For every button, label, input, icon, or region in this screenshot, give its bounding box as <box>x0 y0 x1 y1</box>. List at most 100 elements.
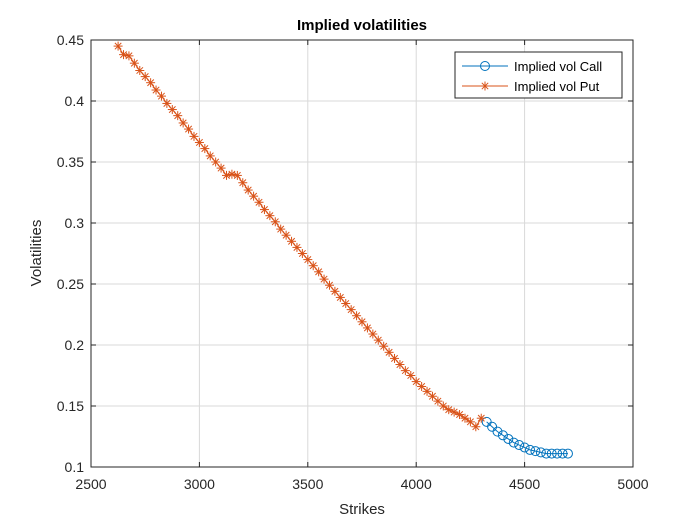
data-point-put <box>113 41 123 51</box>
data-point-put <box>384 347 394 357</box>
data-point-put <box>308 261 318 271</box>
data-point-put <box>173 111 183 121</box>
data-point-call <box>546 448 557 459</box>
data-point-call <box>497 430 508 441</box>
legend-marker-put <box>480 81 490 91</box>
data-point-put <box>395 360 405 370</box>
data-point-call <box>562 448 573 459</box>
data-point-put <box>124 51 134 61</box>
y-tick-label: 0.15 <box>57 398 84 414</box>
data-point-put <box>319 274 329 284</box>
data-point-put <box>341 299 351 309</box>
data-point-put <box>227 169 237 179</box>
data-point-put <box>422 386 432 396</box>
x-axis-label: Strikes <box>339 501 385 518</box>
data-point-put <box>151 85 161 95</box>
data-point-put <box>362 323 372 333</box>
y-tick-label: 0.45 <box>57 32 84 48</box>
grid-layer <box>91 40 633 467</box>
data-point-call <box>530 446 541 457</box>
data-point-put <box>455 410 465 420</box>
data-point-call <box>503 433 514 444</box>
y-axis-label: Volatilities <box>28 220 45 287</box>
axes-layer: 2500 3000 3500 4000 4500 5000 0.1 0.15 0.2 0.25 0.… <box>57 32 649 492</box>
y-tick-label: 0.3 <box>65 215 85 231</box>
data-point-put <box>352 311 362 321</box>
y-tick-label: 0.25 <box>57 276 84 292</box>
data-point-put <box>178 118 188 128</box>
data-point-put <box>184 124 194 134</box>
data-point-put <box>156 91 166 101</box>
data-point-put <box>129 58 139 68</box>
x-tick-label: 5000 <box>617 476 648 492</box>
data-point-put <box>480 81 490 91</box>
data-point-put <box>292 242 302 252</box>
data-point-put <box>368 329 378 339</box>
data-point-put <box>194 137 204 147</box>
data-point-put <box>146 78 156 88</box>
data-point-put <box>335 292 345 302</box>
data-point-put <box>140 72 150 82</box>
data-point-call <box>541 448 552 459</box>
chart-title: Implied volatilities <box>297 17 427 34</box>
data-point-put <box>390 353 400 363</box>
legend-label-call: Implied vol Call <box>514 59 602 74</box>
data-point-call <box>519 442 530 453</box>
data-point-put <box>471 422 481 432</box>
data-point-put <box>265 211 275 221</box>
data-point-put <box>406 371 416 380</box>
data-point-put <box>162 98 172 108</box>
data-point-call <box>480 61 490 71</box>
data-point-call <box>552 448 563 459</box>
data-point-put <box>135 66 145 75</box>
x-tick-label: 4500 <box>509 476 540 492</box>
data-point-put <box>330 286 340 296</box>
data-point-put <box>314 267 324 277</box>
series-call <box>481 416 573 459</box>
legend-label-put: Implied vol Put <box>514 79 600 94</box>
data-point-put <box>297 249 307 258</box>
y-tick-label: 0.1 <box>65 459 85 475</box>
data-point-put <box>167 105 177 115</box>
data-point-put <box>357 317 367 327</box>
data-point-put <box>427 391 437 401</box>
data-point-put <box>222 170 231 180</box>
series-layer <box>113 41 573 459</box>
y-tick-label: 0.4 <box>65 93 85 109</box>
data-point-call <box>535 447 546 458</box>
data-point-put <box>287 236 297 246</box>
legend-box <box>454 51 623 99</box>
x-tick-label: 3000 <box>184 476 215 492</box>
data-point-put <box>476 413 486 423</box>
data-point-put <box>259 205 269 215</box>
data-point-put <box>373 335 383 345</box>
data-point-call <box>492 426 503 437</box>
data-point-put <box>254 197 264 207</box>
series-put <box>113 41 486 432</box>
data-point-put <box>276 224 286 234</box>
y-tick-label: 0.2 <box>65 337 85 353</box>
data-point-put <box>379 341 389 351</box>
data-point-call <box>508 437 519 448</box>
data-point-call <box>557 448 568 459</box>
y-tick-label: 0.35 <box>57 154 84 170</box>
data-point-put <box>346 305 356 315</box>
data-point-put <box>438 401 448 411</box>
data-point-put <box>324 280 334 290</box>
data-point-put <box>216 163 226 173</box>
data-point-put <box>460 413 470 423</box>
data-point-put <box>270 217 280 227</box>
data-point-call <box>525 444 536 455</box>
axes-box <box>90 39 634 468</box>
plot-area <box>91 40 633 467</box>
data-point-put <box>119 50 129 60</box>
x-tick-label: 3500 <box>292 476 323 492</box>
data-point-put <box>238 178 248 188</box>
data-point-put <box>189 131 199 141</box>
data-point-put <box>243 185 253 195</box>
data-point-put <box>303 255 313 265</box>
series-line <box>486 421 568 455</box>
x-tick-label: 4000 <box>401 476 432 492</box>
